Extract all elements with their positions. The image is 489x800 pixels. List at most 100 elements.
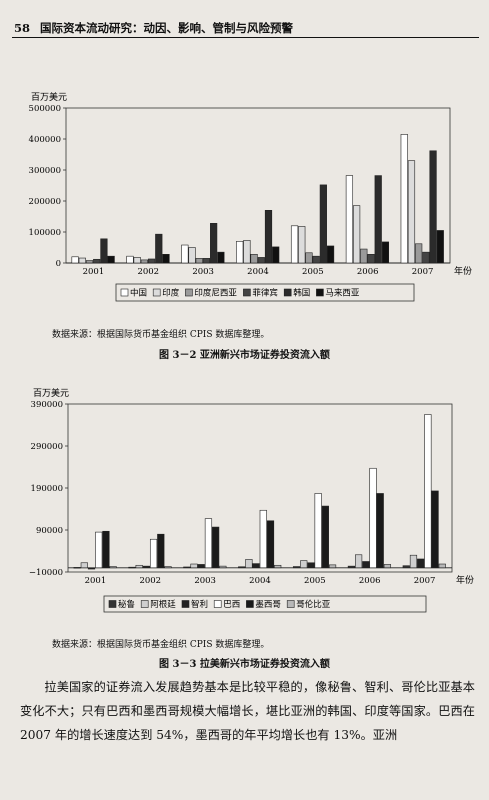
y-tick-label: 390000: [31, 400, 63, 410]
bar-阿根廷-2002: [135, 564, 143, 569]
bar-中国-2002: [126, 255, 134, 264]
bar-巴西-2002: [149, 538, 158, 569]
bar-墨西哥-2004: [266, 520, 275, 569]
legend-swatch-印度尼西亚: [185, 288, 193, 297]
bar-哥伦比亚-2002: [164, 566, 172, 569]
bar-印度尼西亚-2006: [360, 248, 368, 264]
legend-label-哥伦比亚: 哥伦比亚: [296, 599, 331, 610]
bar-韩国-2003: [210, 223, 218, 264]
bar-韩国-2007: [429, 150, 437, 264]
bar-中国-2004: [236, 241, 244, 264]
bar-哥伦比亚-2005: [328, 564, 337, 569]
chart1-caption: 图 3－2 亚洲新兴市场证券投资流入额: [159, 350, 330, 361]
bar-墨西哥-2002: [157, 533, 165, 569]
bar-马来西亚-2003: [217, 251, 225, 264]
bar-哥伦比亚-2006: [383, 564, 392, 569]
x-tick-label: 2005: [302, 267, 324, 277]
legend-swatch-哥伦比亚: [286, 600, 295, 608]
x-tick-label: 2006: [357, 267, 379, 277]
bar-智利-2007: [417, 558, 425, 569]
y-tick-label: 300000: [29, 166, 61, 176]
bar-智利-2003: [197, 564, 205, 569]
bar-菲律宾-2006: [367, 254, 375, 264]
bar-墨西哥-2001: [102, 530, 110, 569]
bar-印度-2005: [298, 226, 306, 264]
legend-swatch-韩国: [283, 288, 292, 297]
bar-韩国-2006: [374, 175, 382, 264]
running-header: 58 国际资本流动研究：动因、影响、管制与风险预警: [14, 20, 293, 36]
bar-韩国-2001: [100, 238, 108, 264]
legend-label-秘鲁: 秘鲁: [118, 599, 135, 610]
bar-印度-2003: [188, 247, 196, 264]
bar-菲律宾-2002: [147, 258, 156, 264]
bar-印度-2001: [78, 257, 86, 264]
bar-韩国-2005: [319, 184, 327, 264]
bar-巴西-2006: [369, 467, 377, 569]
bar-菲律宾-2001: [93, 258, 101, 264]
bar-马来西亚-2002: [162, 254, 170, 264]
bar-秘鲁-2002: [128, 566, 136, 569]
legend-swatch-巴西: [213, 600, 222, 608]
bar-印度-2004: [243, 240, 251, 264]
bar-中国-2006: [345, 175, 354, 264]
legend-label-菲律宾: 菲律宾: [252, 288, 278, 299]
bar-巴西-2005: [314, 493, 322, 569]
legend-swatch-墨西哥: [246, 600, 254, 608]
x-tick-label: 2002: [139, 576, 161, 586]
legend-box: [115, 283, 415, 302]
bar-马来西亚-2006: [381, 241, 390, 264]
y-tick-label: −10000: [29, 568, 63, 578]
bar-印度尼西亚-2004: [250, 254, 258, 264]
legend-swatch-印度: [152, 288, 161, 297]
bar-巴西-2004: [259, 509, 267, 569]
x-tick-label: 2004: [249, 576, 271, 586]
book-title: 国际资本流动研究：动因、影响、管制与风险预警: [40, 21, 294, 35]
bar-马来西亚-2005: [326, 245, 335, 264]
x-tick-label: 2003: [192, 267, 214, 277]
x-axis-year-label: 年份: [456, 574, 474, 586]
bar-秘鲁-2003: [183, 566, 191, 569]
chart2-source: 数据来源：根据国际货币基金组织 CPIS 数据库整理。: [52, 640, 270, 650]
x-tick-label: 2007: [414, 576, 436, 586]
y-tick-label: 100000: [29, 228, 61, 238]
chart2-caption: 图 3－3 拉美新兴市场证券投资流入额: [159, 659, 330, 670]
bar-中国-2007: [400, 134, 408, 264]
bar-哥伦比亚-2001: [109, 566, 117, 569]
bar-哥伦比亚-2003: [219, 565, 227, 569]
bar-菲律宾-2004: [257, 257, 265, 264]
bar-阿根廷-2006: [355, 554, 363, 569]
x-tick-label: 2001: [83, 267, 105, 277]
bar-墨西哥-2007: [431, 490, 439, 569]
x-tick-label: 2006: [359, 576, 381, 586]
bar-智利-2001: [87, 567, 96, 570]
header-rule: [12, 37, 479, 38]
bar-秘鲁-2004: [238, 566, 246, 569]
bar-中国-2001: [71, 256, 79, 264]
y-tick-label: 0: [56, 259, 61, 269]
bar-智利-2004: [252, 563, 260, 569]
legend-swatch-秘鲁: [108, 600, 117, 608]
legend-label-阿根廷: 阿根廷: [150, 599, 176, 610]
bar-秘鲁-2007: [402, 565, 410, 569]
x-tick-label: 2003: [194, 576, 216, 586]
bar-菲律宾-2005: [312, 255, 320, 264]
bar-巴西-2003: [204, 518, 213, 569]
y-tick-label: 200000: [29, 197, 61, 207]
y-tick-label: 400000: [29, 135, 61, 145]
legend-swatch-中国: [120, 288, 129, 297]
bar-墨西哥-2006: [376, 493, 384, 569]
legend-label-韩国: 韩国: [293, 288, 310, 299]
bar-印度尼西亚-2007: [415, 243, 423, 264]
legend-label-智利: 智利: [191, 599, 208, 610]
x-tick-label: 2007: [412, 267, 434, 277]
bar-阿根廷-2003: [190, 563, 198, 569]
bar-哥伦比亚-2004: [274, 564, 282, 569]
bar-秘鲁-2006: [347, 565, 356, 569]
latam-portfolio-inflow-chart: 百万美元 −10000 90000 190000 290000 390000 2001 200…: [29, 387, 474, 613]
legend-swatch-菲律宾: [243, 288, 251, 297]
asia-portfolio-inflow-chart: 百万美元 0 100000 200000 300000 400000 500000 2001 2…: [29, 91, 472, 302]
y-tick-label: 90000: [36, 526, 63, 536]
legend-label-印度尼西亚: 印度尼西亚: [194, 288, 237, 299]
bar-中国-2005: [290, 225, 299, 264]
